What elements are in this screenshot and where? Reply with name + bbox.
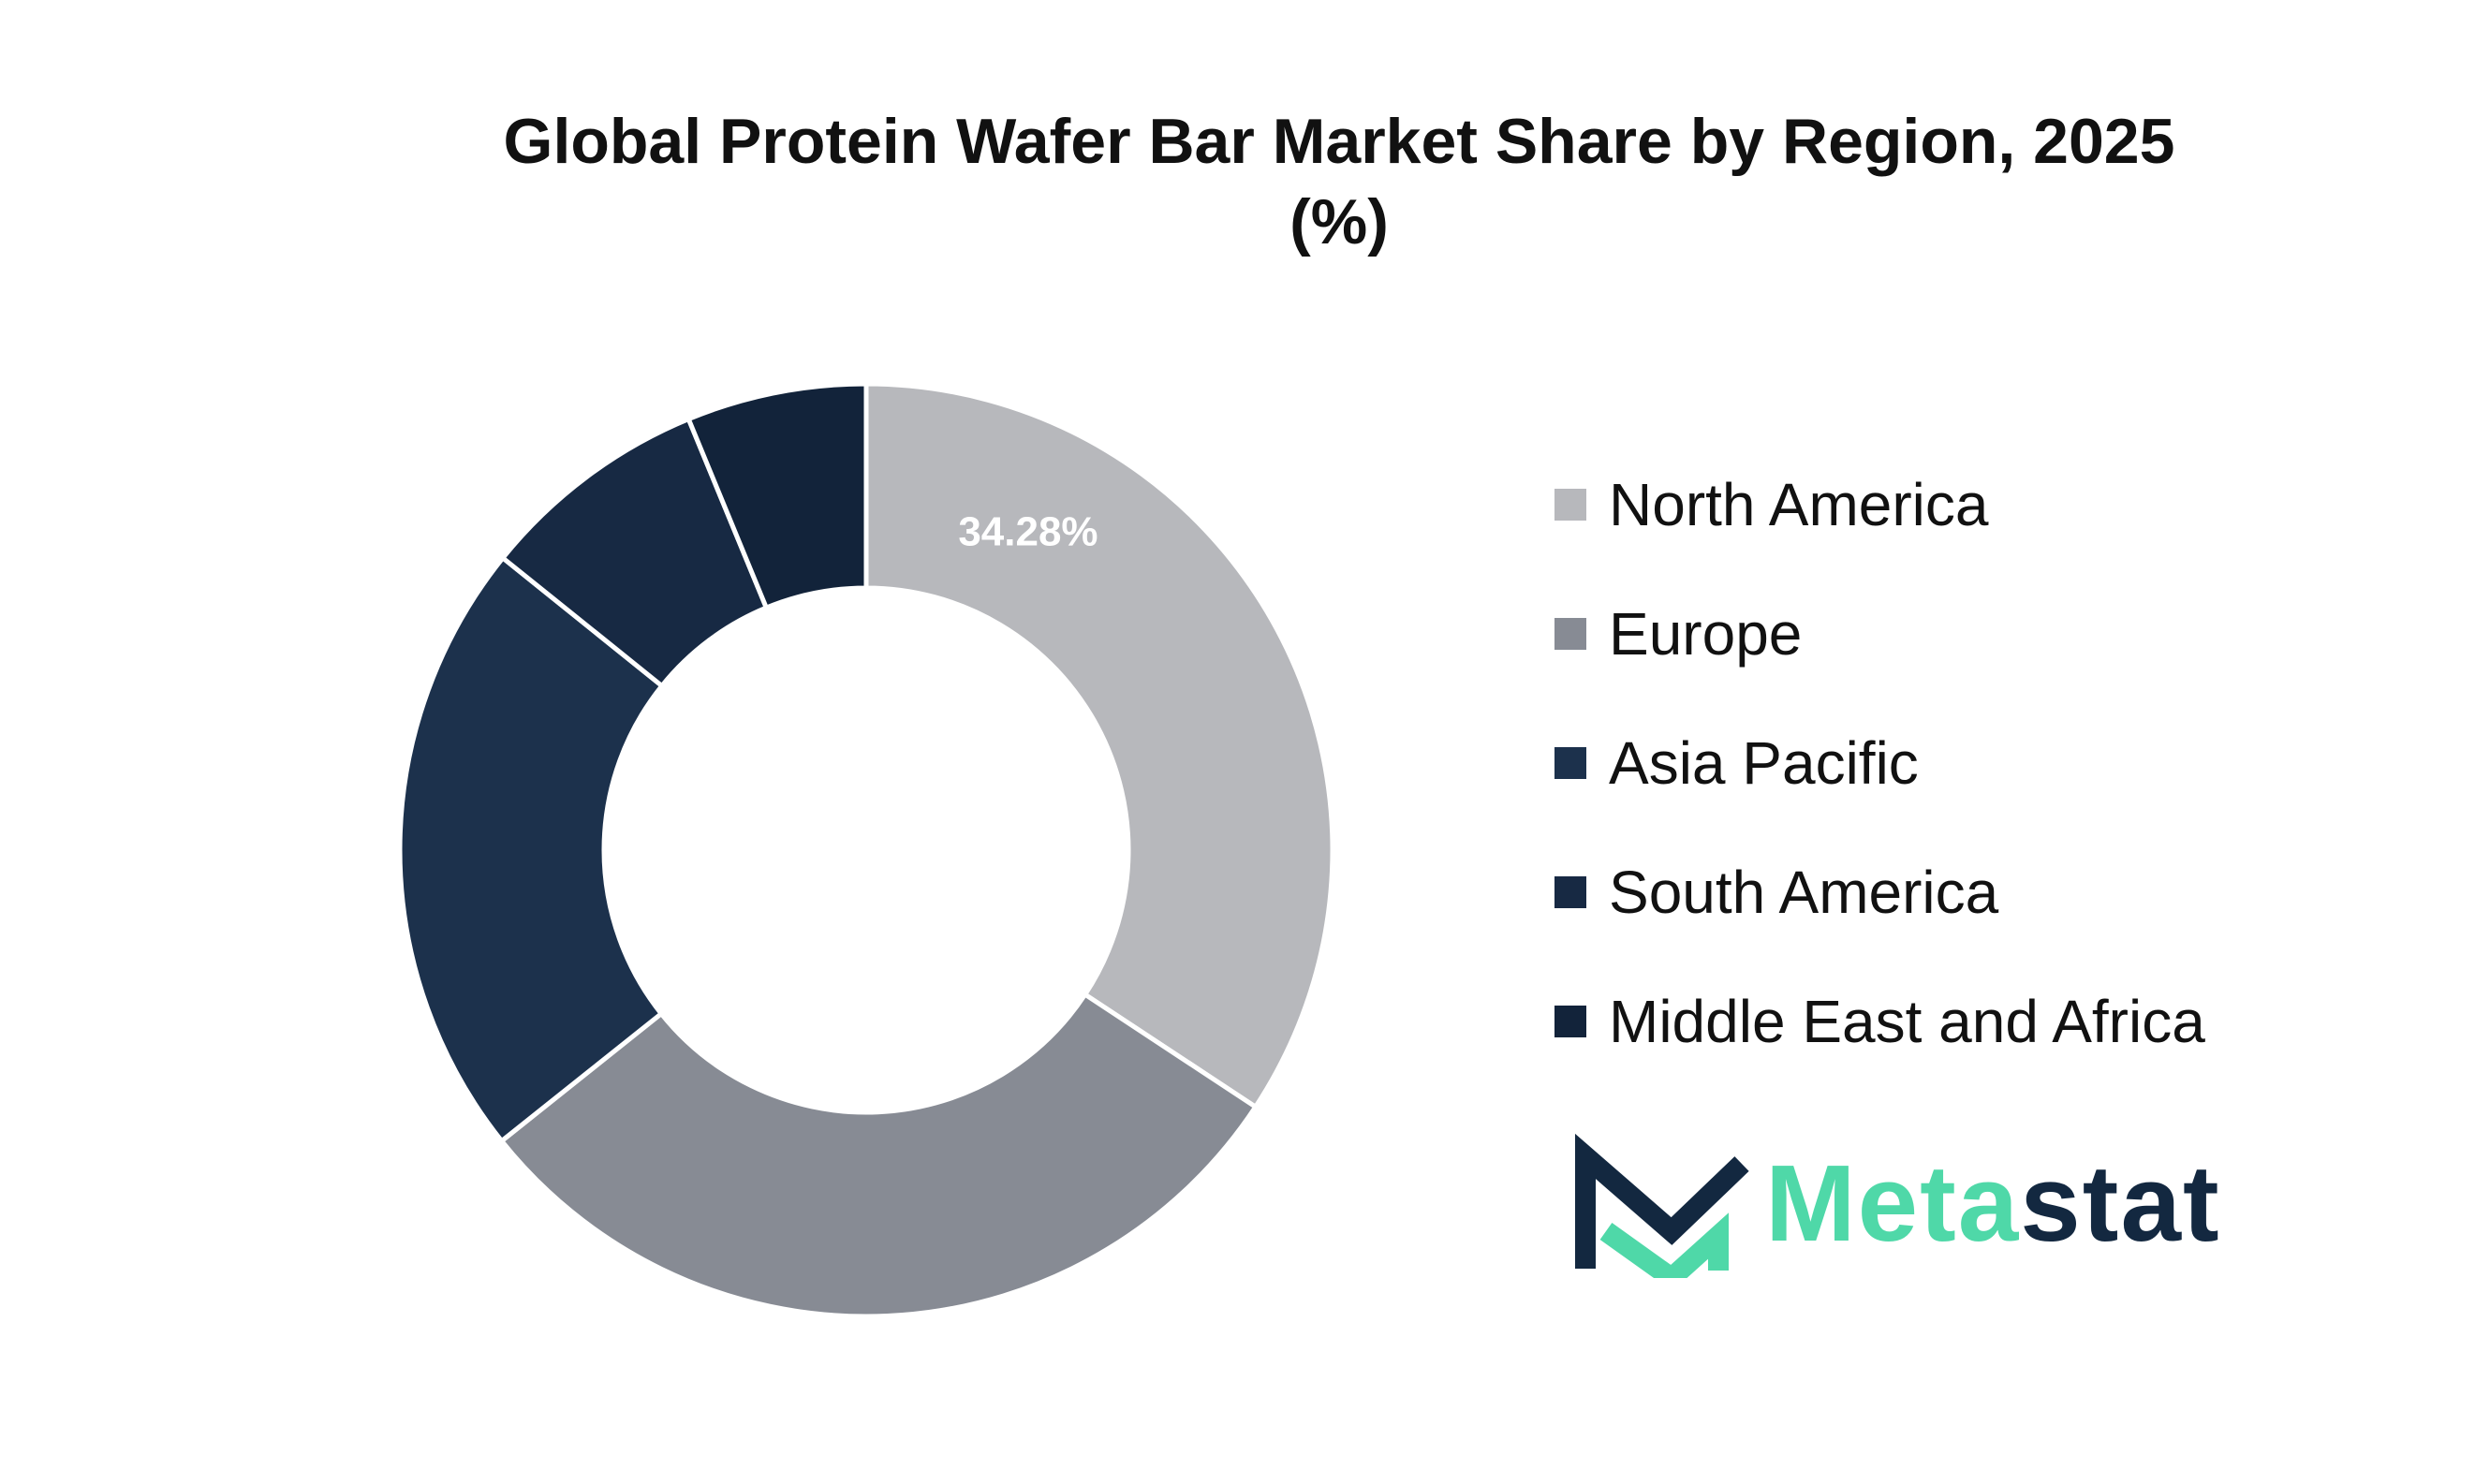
legend-label: Europe [1609, 600, 1803, 668]
legend-item-europe: Europe [1554, 569, 2205, 698]
metastat-logo: Metastat [1569, 1128, 2262, 1292]
chart-title-line-1: Global Protein Wafer Bar Market Share by… [503, 106, 2175, 177]
donut-data-label: 34.28% [958, 508, 1098, 554]
donut-data-labels: 34.28% [958, 508, 1098, 554]
logo-wordmark-stat: stat [2020, 1142, 2221, 1264]
legend-item-asia-pacific: Asia Pacific [1554, 698, 2205, 828]
legend-item-middle-east-and-africa: Middle East and Africa [1554, 957, 2205, 1086]
legend-swatch [1554, 489, 1586, 521]
logo-wordmark-meta: Meta [1765, 1142, 2021, 1264]
chart-title: Global Protein Wafer Bar Market Share by… [281, 101, 2397, 262]
donut-slice-asia-pacific [397, 554, 666, 1145]
metastat-m-logo-icon [1575, 1133, 1749, 1292]
legend-swatch [1554, 876, 1586, 908]
legend-item-north-america: North America [1554, 440, 2205, 569]
chart-title-line-2: (%) [1289, 186, 1389, 257]
legend-item-south-america: South America [1554, 828, 2205, 957]
donut-slice-middle-east-and-africa [685, 381, 869, 611]
logo-wordmark: Metastat [1765, 1128, 2221, 1278]
chart-legend: North America Europe Asia Pacific South Ame… [1554, 440, 2205, 1086]
legend-label: Middle East and Africa [1609, 988, 2205, 1055]
legend-label: Asia Pacific [1609, 729, 1919, 797]
donut-slices [397, 381, 1335, 1319]
legend-swatch [1554, 618, 1586, 650]
legend-label: North America [1609, 471, 1989, 538]
legend-swatch [1554, 747, 1586, 779]
donut-slice-north-america [863, 381, 1335, 1110]
legend-label: South America [1609, 859, 1999, 926]
legend-swatch [1554, 1006, 1586, 1037]
donut-slice-europe [498, 991, 1260, 1319]
